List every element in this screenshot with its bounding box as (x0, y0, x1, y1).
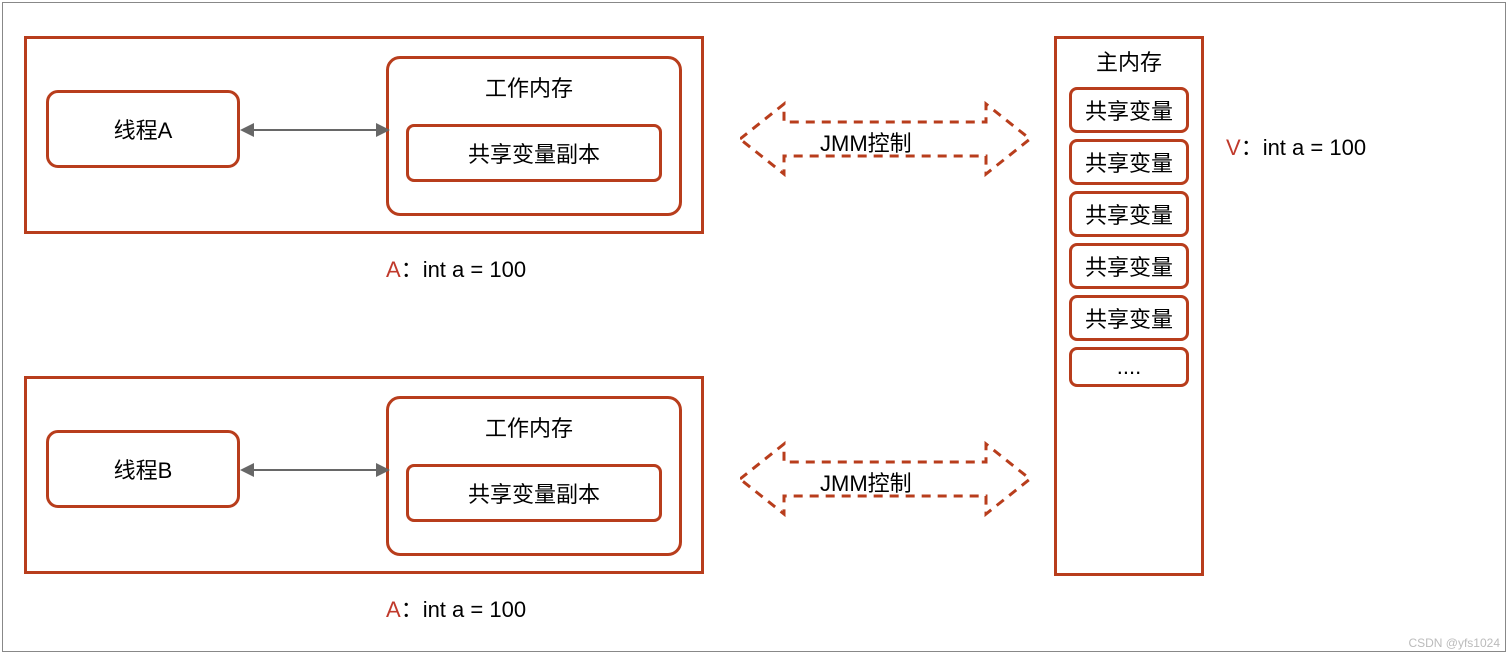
main-memory-box: 主内存 共享变量共享变量共享变量共享变量共享变量.... (1054, 36, 1204, 576)
shared-var-item: 共享变量 (1069, 191, 1189, 237)
workmem-a-title: 工作内存 (485, 71, 573, 103)
watermark: CSDN @yfs1024 (1408, 636, 1500, 650)
annotation-v: V：int a = 100 (1226, 130, 1366, 162)
annotation-v-prefix: V (1226, 135, 1241, 160)
shared-var-item: 共享变量 (1069, 87, 1189, 133)
main-memory-items: 共享变量共享变量共享变量共享变量共享变量.... (1057, 87, 1201, 387)
solid-arrow-a (240, 118, 390, 142)
workmem-b-title: 工作内存 (485, 411, 573, 443)
shared-var-item: 共享变量 (1069, 295, 1189, 341)
thread-a-box: 线程A (46, 90, 240, 168)
annotation-b: A：int a = 100 (386, 592, 526, 624)
copy-b-box: 共享变量副本 (406, 464, 662, 522)
annotation-a-text: ：int a = 100 (401, 257, 526, 282)
shared-var-item: 共享变量 (1069, 139, 1189, 185)
main-memory-title: 主内存 (1057, 39, 1201, 81)
jmm-label-a: JMM控制 (820, 126, 912, 158)
annotation-v-text: ：int a = 100 (1241, 135, 1366, 160)
annotation-a-prefix: A (386, 257, 401, 282)
thread-b-label: 线程B (114, 453, 173, 485)
annotation-b-prefix: A (386, 597, 401, 622)
annotation-a: A：int a = 100 (386, 252, 526, 284)
annotation-b-text: ：int a = 100 (401, 597, 526, 622)
jmm-label-b: JMM控制 (820, 466, 912, 498)
thread-a-label: 线程A (114, 113, 173, 145)
shared-var-item: 共享变量 (1069, 243, 1189, 289)
copy-a-box: 共享变量副本 (406, 124, 662, 182)
copy-a-label: 共享变量副本 (468, 137, 600, 169)
thread-b-box: 线程B (46, 430, 240, 508)
copy-b-label: 共享变量副本 (468, 477, 600, 509)
shared-var-item: .... (1069, 347, 1189, 387)
solid-arrow-b (240, 458, 390, 482)
